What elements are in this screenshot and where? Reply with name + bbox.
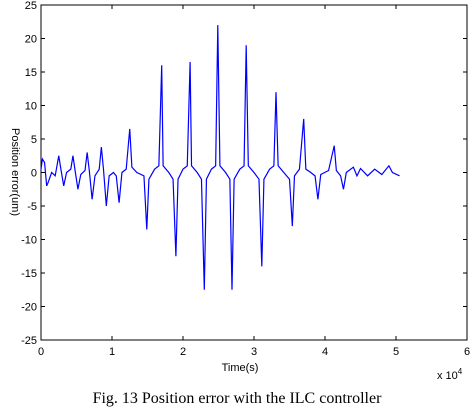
y-tick-label: -5 bbox=[27, 201, 37, 213]
multiplier-exponent: 4 bbox=[458, 367, 463, 376]
y-tick-label: 5 bbox=[31, 134, 37, 146]
y-tick-label: 10 bbox=[25, 101, 37, 113]
x-tick-label: 5 bbox=[393, 346, 399, 358]
x-axis-label: Time(s) bbox=[222, 362, 259, 374]
x-tick-label: 3 bbox=[251, 346, 257, 358]
y-tick-label: -15 bbox=[21, 268, 37, 280]
y-tick-label: -20 bbox=[21, 302, 37, 314]
x-tick-label: 0 bbox=[38, 346, 44, 358]
y-tick-label: 25 bbox=[25, 0, 37, 12]
x-tick-label: 6 bbox=[464, 346, 470, 358]
y-tick-label: -25 bbox=[21, 335, 37, 347]
x-tick-label: 2 bbox=[180, 346, 186, 358]
x-tick-label: 4 bbox=[322, 346, 328, 358]
y-tick-label: 20 bbox=[25, 34, 37, 46]
y-tick-label: 15 bbox=[25, 67, 37, 79]
x-tick-label: 1 bbox=[109, 346, 115, 358]
y-axis-label: Position error(um) bbox=[9, 128, 21, 216]
data-line bbox=[40, 25, 400, 290]
caption: Fig. 13 Position error with the ILC cont… bbox=[93, 390, 383, 407]
y-tick-label: 0 bbox=[31, 168, 37, 180]
y-tick-label: -10 bbox=[21, 235, 37, 247]
x-multiplier: x 104 bbox=[437, 367, 463, 382]
multiplier-base: x 10 bbox=[437, 370, 458, 382]
